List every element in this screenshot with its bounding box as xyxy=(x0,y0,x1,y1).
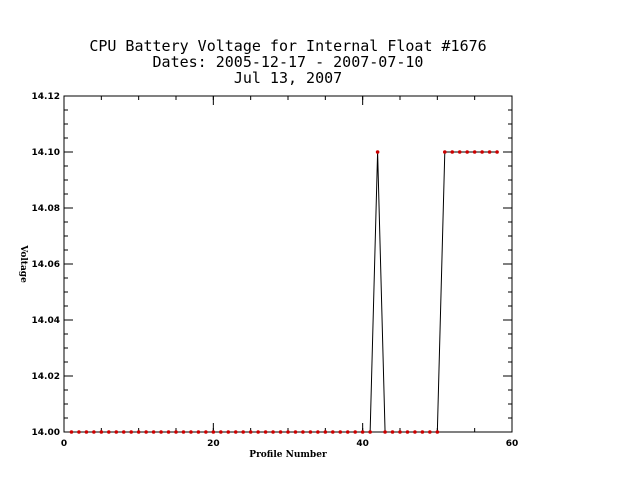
plot-frame xyxy=(63,95,513,433)
y-axis-ticks xyxy=(64,95,512,433)
data-point xyxy=(107,430,111,434)
data-point xyxy=(196,430,201,434)
data-point xyxy=(390,430,395,434)
y-axis-label: Voltage xyxy=(18,244,28,283)
data-point xyxy=(263,430,268,434)
chart-title-line-2: Dates: 2005-12-17 - 2007-07-10 xyxy=(153,53,424,71)
data-point xyxy=(286,430,290,434)
series-voltage xyxy=(69,150,499,434)
data-point xyxy=(338,430,343,434)
chart-title-line-1: CPU Battery Voltage for Internal Float #… xyxy=(89,37,486,55)
data-point xyxy=(450,150,455,154)
data-point xyxy=(226,430,231,434)
data-point xyxy=(398,430,402,434)
data-point xyxy=(368,430,372,434)
data-point xyxy=(495,150,499,154)
data-point xyxy=(129,430,133,434)
data-point xyxy=(301,430,305,434)
data-point xyxy=(144,430,148,434)
x-axis-ticks xyxy=(63,96,513,432)
data-point xyxy=(413,430,417,434)
data-point xyxy=(487,150,492,154)
data-point xyxy=(428,430,432,434)
y-tick-label: 14.06 xyxy=(32,260,60,270)
data-point xyxy=(121,430,126,434)
data-point xyxy=(189,430,193,434)
y-tick-label: 14.00 xyxy=(32,428,60,438)
data-point xyxy=(233,430,238,434)
data-point xyxy=(271,430,275,434)
data-point xyxy=(174,430,178,434)
data-point xyxy=(219,430,223,434)
data-point xyxy=(166,430,171,434)
data-point xyxy=(136,430,141,434)
data-point xyxy=(84,430,89,434)
data-point xyxy=(472,150,477,154)
x-tick-label: 0 xyxy=(61,439,67,449)
y-tick-label: 14.04 xyxy=(32,316,60,326)
data-point xyxy=(345,430,350,434)
data-point xyxy=(92,430,96,434)
data-point xyxy=(211,430,216,434)
series-line xyxy=(71,151,498,433)
x-tick-label: 40 xyxy=(356,439,369,449)
data-point xyxy=(278,430,283,434)
x-tick-label: 20 xyxy=(207,439,220,449)
data-point xyxy=(435,430,440,434)
data-point xyxy=(293,430,298,434)
data-point xyxy=(248,430,253,434)
data-point xyxy=(383,430,387,434)
data-point xyxy=(99,430,104,434)
data-point xyxy=(114,430,119,434)
data-point xyxy=(465,150,470,154)
data-point xyxy=(204,430,208,434)
data-point xyxy=(405,430,410,434)
data-point xyxy=(181,430,186,434)
y-tick-label: 14.08 xyxy=(32,204,60,214)
data-point xyxy=(323,430,328,434)
data-point xyxy=(159,430,163,434)
data-point xyxy=(360,430,365,434)
x-axis-label: Profile Number xyxy=(249,450,327,460)
y-tick-label: 14.12 xyxy=(32,92,60,102)
y-tick-label: 14.02 xyxy=(32,372,60,382)
data-point xyxy=(308,430,313,434)
y-axis-tick-labels: 14.00 14.02 14.04 14.06 14.08 14.10 14.12 xyxy=(32,92,60,438)
chart-title-line-3: Jul 13, 2007 xyxy=(234,69,342,87)
data-point xyxy=(457,150,462,154)
data-point xyxy=(420,430,425,434)
y-tick-label: 14.10 xyxy=(32,148,60,158)
data-point xyxy=(331,430,335,434)
data-point xyxy=(256,430,260,434)
data-point xyxy=(375,150,380,154)
x-axis-tick-labels: 0 20 40 60 xyxy=(61,439,518,449)
data-point xyxy=(241,430,245,434)
data-point xyxy=(69,430,74,434)
x-tick-label: 60 xyxy=(506,439,519,449)
data-point xyxy=(480,150,484,154)
data-point xyxy=(151,430,156,434)
chart-title: CPU Battery Voltage for Internal Float #… xyxy=(89,37,486,87)
data-point xyxy=(77,430,81,434)
data-point xyxy=(443,150,447,154)
data-point xyxy=(316,430,320,434)
data-point xyxy=(353,430,358,434)
